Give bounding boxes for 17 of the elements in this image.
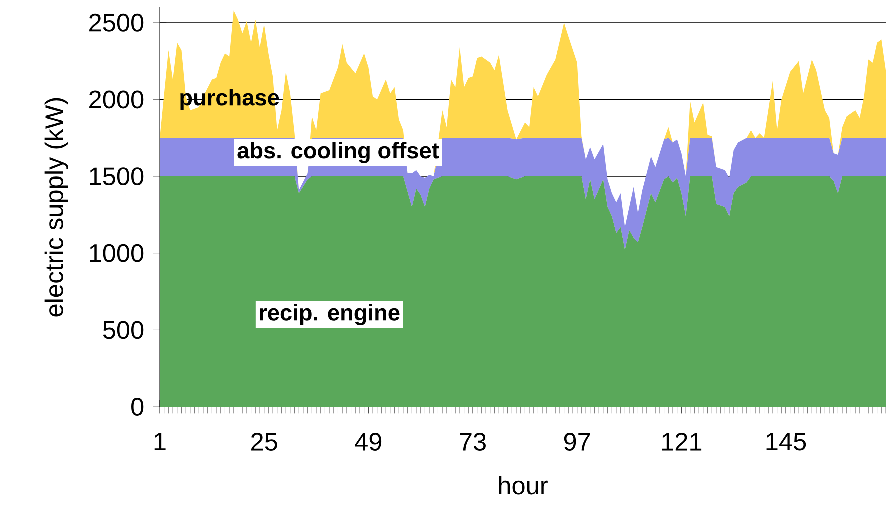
x-tick-label: 97 [564,433,590,451]
x-tick-label: 145 [766,433,806,451]
series-label: recip. engine [260,304,400,326]
y-tick-label: 1000 [90,244,144,262]
y-axis-title: electric supply (kW) [44,98,68,317]
series-label: abs. cooling offset [238,142,440,164]
x-tick-label: 73 [460,433,486,451]
x-tick-label: 25 [252,433,278,451]
y-tick-label: 0 [132,398,144,416]
x-tick-label: 49 [355,433,382,451]
x-tick-label: 1 [154,433,166,450]
y-tick-label: 500 [103,321,144,340]
y-tick-label: 2500 [90,14,144,32]
x-tick-label: 121 [662,433,702,451]
y-tick-label: 1500 [90,168,144,186]
x-axis-title: hour [499,476,548,495]
y-tick-label: 2000 [90,90,144,109]
